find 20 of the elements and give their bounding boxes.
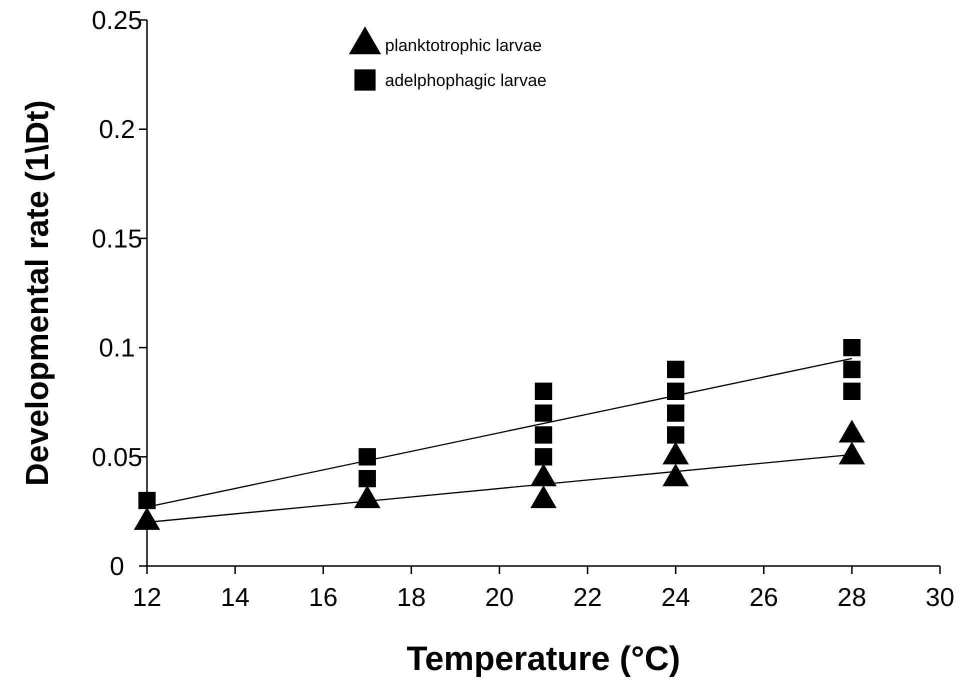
x-tick-label: 12 (132, 582, 162, 612)
x-tick-label: 28 (837, 582, 866, 612)
x-tick-label: 26 (749, 582, 778, 612)
legend-label: adelphophagic larvae (385, 71, 547, 90)
x-tick-label: 20 (484, 582, 514, 612)
y-tick-label: 0 (110, 551, 124, 581)
y-tick-label: 0.1 (98, 332, 136, 363)
y-axis-title: Developmental rate (1\Dt) (19, 100, 55, 486)
x-tick-label: 22 (573, 582, 602, 612)
x-tick-label: 18 (396, 582, 426, 612)
x-tick-label: 16 (308, 582, 338, 612)
legend-label: planktotrophic larvae (385, 36, 542, 55)
x-tick-label: 30 (926, 582, 954, 612)
x-tick-label: 14 (220, 582, 250, 612)
y-tick-label: 0.15 (92, 223, 142, 254)
y-tick-label: 0.2 (98, 114, 136, 144)
x-axis-title: Temperature (°C) (406, 640, 680, 678)
y-tick-label: 0.25 (92, 5, 142, 35)
y-tick-label: 0.05 (92, 442, 142, 472)
x-tick-label: 24 (661, 582, 690, 612)
